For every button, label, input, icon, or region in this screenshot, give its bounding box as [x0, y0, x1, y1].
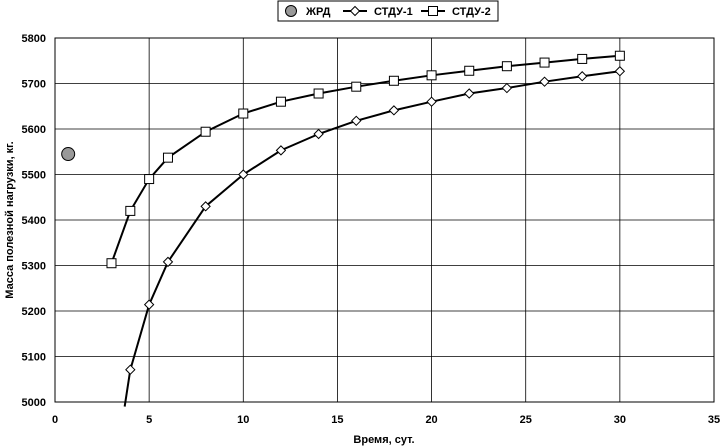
legend-label: СТДУ-1: [374, 6, 413, 18]
data-point-square: [162, 152, 173, 163]
data-point-square: [464, 65, 475, 76]
x-axis-title: Время, сут.: [353, 434, 414, 446]
y-tick-label: 5500: [22, 170, 46, 182]
x-tick-label: 5: [146, 414, 152, 426]
data-point-diamond: [539, 76, 550, 87]
data-point-diamond: [200, 201, 211, 212]
y-tick-label: 5400: [22, 215, 46, 227]
data-point-diamond: [313, 128, 324, 140]
legend-box: [277, 0, 499, 22]
data-point-square: [238, 108, 249, 119]
data-point-square: [313, 88, 324, 99]
y-axis-title: Масса полезной нагрузки, кг.: [4, 141, 16, 298]
data-point-square: [106, 258, 117, 269]
series-group: [61, 50, 626, 407]
data-point-diamond: [388, 105, 400, 116]
series-3: [106, 50, 625, 269]
data-point-diamond: [162, 256, 174, 268]
data-point-square: [539, 57, 550, 68]
data-point-diamond: [275, 145, 287, 156]
data-point-square: [501, 61, 512, 72]
data-point-square: [125, 205, 136, 216]
x-tick-label: 10: [237, 414, 249, 426]
data-point-diamond: [501, 82, 513, 94]
y-tick-label: 5800: [22, 33, 46, 45]
x-axis-tick-labels: 0 5 10 15 20 25 30 35: [52, 414, 720, 426]
data-point-square: [426, 70, 437, 81]
data-point-diamond: [238, 169, 249, 180]
data-point-diamond: [576, 71, 588, 82]
data-point-square: [351, 81, 362, 92]
data-point-diamond: [143, 299, 155, 310]
y-tick-label: 5200: [22, 306, 46, 318]
data-point-diamond: [426, 96, 437, 107]
data-point-square: [388, 75, 399, 86]
x-tick-label: 15: [331, 414, 343, 426]
y-tick-label: 5000: [22, 397, 46, 409]
legend: ЖРД СТДУ-1 СТДУ-2: [277, 0, 499, 22]
data-point-square: [144, 174, 155, 185]
legend-label: СТДУ-2: [452, 6, 491, 18]
data-point-diamond: [614, 66, 626, 77]
y-tick-label: 5700: [22, 79, 46, 91]
data-point-square: [577, 53, 588, 64]
x-tick-label: 30: [614, 414, 626, 426]
y-tick-label: 5100: [22, 352, 46, 364]
data-point-diamond: [464, 88, 475, 99]
y-axis-tick-labels: 5000 5100 5200 5300 5400 5500 5600 5700 5800: [22, 33, 46, 409]
data-point-circle: [61, 147, 76, 162]
legend-marker-1: [285, 5, 297, 17]
grid: [55, 38, 714, 402]
y-tick-label: 5300: [22, 261, 46, 273]
y-tick-label: 5600: [22, 124, 46, 136]
series-line: [110, 54, 620, 264]
x-tick-label: 35: [708, 414, 720, 426]
data-point-diamond: [351, 115, 362, 127]
x-tick-label: 20: [425, 414, 437, 426]
series-1: [61, 147, 76, 162]
data-point-square: [200, 126, 211, 137]
data-point-square: [275, 96, 286, 107]
data-point-square: [614, 50, 625, 61]
series-line: [123, 70, 620, 407]
series-2: [123, 66, 626, 407]
x-tick-label: 0: [52, 414, 58, 426]
x-tick-label: 25: [520, 414, 532, 426]
data-point-diamond: [125, 364, 136, 375]
legend-marker-3: [428, 6, 438, 16]
legend-marker-2: [349, 5, 361, 17]
legend-label: ЖРД: [305, 6, 331, 18]
